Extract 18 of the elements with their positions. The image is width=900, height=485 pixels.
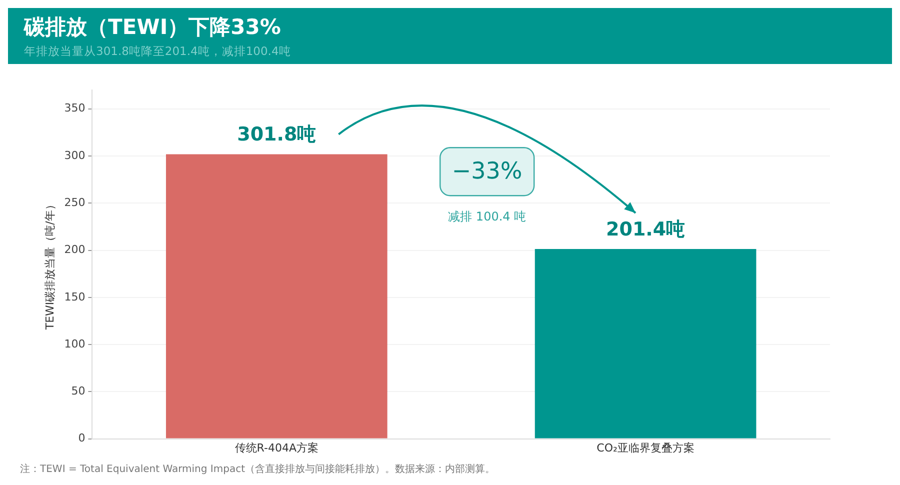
x-tick-label: CO₂亚临界复叠方案 [596,441,694,454]
data-label: 301.8吨 [237,124,316,146]
y-tick-label: 150 [64,290,86,304]
y-tick-label: 50 [71,384,86,398]
y-tick-label: 300 [64,148,86,162]
data-label: 201.4吨 [606,218,686,240]
annotation: −33% [452,158,522,185]
y-tick-label: 100 [64,337,86,350]
chart-title: 碳排放（TEWI）下降33% [24,14,281,41]
x-tick-label: 传统R-404A方案 [234,441,318,454]
chart-subtitle: 年排放当量从301.8吨降至201.4吨，减排100.4吨 [24,44,291,59]
y-axis-title: TEWI碳排放当量（吨/年） [43,199,56,331]
y-tick-label: 350 [64,102,86,115]
annotation: 减排 100.4 吨 [448,210,526,224]
y-tick-label: 0 [78,432,86,445]
y-tick-label: 250 [64,196,86,209]
y-tick-label: 200 [64,243,86,256]
text: 注：TEWI = Total Equivalent Warming Impact（含直接排放与间接能耗排放）。数据来源：内部测算。 [20,462,496,476]
